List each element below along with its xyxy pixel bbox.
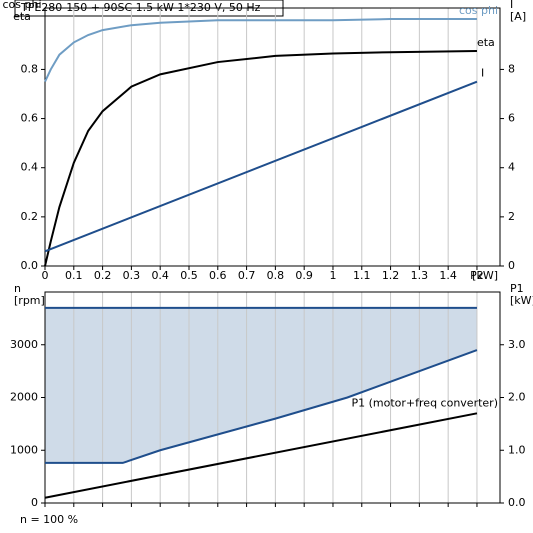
x-tick-label: 0.4 (151, 269, 169, 282)
y-axis-label: n (14, 282, 21, 295)
x-tick-label: 0.6 (209, 269, 227, 282)
x-axis-label: [kW] (472, 269, 498, 282)
y2-tick-label: 2.0 (508, 391, 526, 404)
y2-tick-label: 2 (508, 210, 515, 223)
y2-tick-label: 1.0 (508, 443, 526, 456)
y2-tick-label: 0.0 (508, 496, 526, 509)
x-tick-label: 0.7 (238, 269, 256, 282)
y2-tick-label: 8 (508, 62, 515, 75)
series-label: eta (477, 36, 495, 49)
series-label: cos phi (459, 4, 498, 17)
y-axis-label: [rpm] (14, 294, 45, 307)
x-tick-label: 1.3 (411, 269, 429, 282)
y-tick-label: 0.6 (21, 112, 39, 125)
x-tick-label: 0.8 (267, 269, 285, 282)
x-tick-label: 0.1 (65, 269, 83, 282)
y2-axis-label: P1 (510, 282, 524, 295)
y2-tick-label: 3.0 (508, 338, 526, 351)
y-tick-label: 1000 (10, 443, 38, 456)
y-axis-label: eta (13, 10, 31, 23)
range-boundary (45, 349, 478, 464)
series-label: I (481, 67, 484, 80)
x-tick-label: 0.3 (123, 269, 141, 282)
y2-axis-label: [A] (510, 10, 526, 23)
y-tick-label: 3000 (10, 338, 38, 351)
plot-frame (44, 7, 501, 267)
x-tick-label: 0.2 (94, 269, 112, 282)
y2-axis-label: I (510, 0, 513, 11)
x-tick-label: 0.9 (295, 269, 313, 282)
y2-axis-label: [kW] (510, 294, 533, 307)
range-fill (45, 307, 477, 463)
series-line (44, 18, 477, 83)
y-tick-label: 0.8 (21, 62, 39, 75)
x-tick-label: 1.1 (353, 269, 371, 282)
x-tick-label: P2 (470, 269, 484, 282)
x-tick-label: 0 (42, 269, 49, 282)
series-line (44, 80, 478, 253)
footnote: n = 100 % (20, 513, 78, 526)
y-tick-label: 0.2 (21, 210, 39, 223)
series-line (44, 412, 478, 499)
y-tick-label: 0.4 (21, 161, 39, 174)
y-tick-label: 0 (31, 496, 38, 509)
y2-tick-label: 6 (508, 112, 515, 125)
y-axis-label: cos phi (2, 0, 41, 11)
x-tick-label: 0.5 (180, 269, 198, 282)
series-label: P1 (motor+freq converter) (352, 396, 499, 409)
x-tick-label: 1.4 (439, 269, 457, 282)
series-line (44, 50, 477, 267)
y2-tick-label: 4 (508, 161, 515, 174)
x-tick-label: 1 (329, 269, 336, 282)
y-tick-label: 0.0 (21, 259, 39, 272)
x-tick-label: 1.2 (382, 269, 400, 282)
y-tick-label: 2000 (10, 391, 38, 404)
y2-tick-label: 0 (508, 259, 515, 272)
